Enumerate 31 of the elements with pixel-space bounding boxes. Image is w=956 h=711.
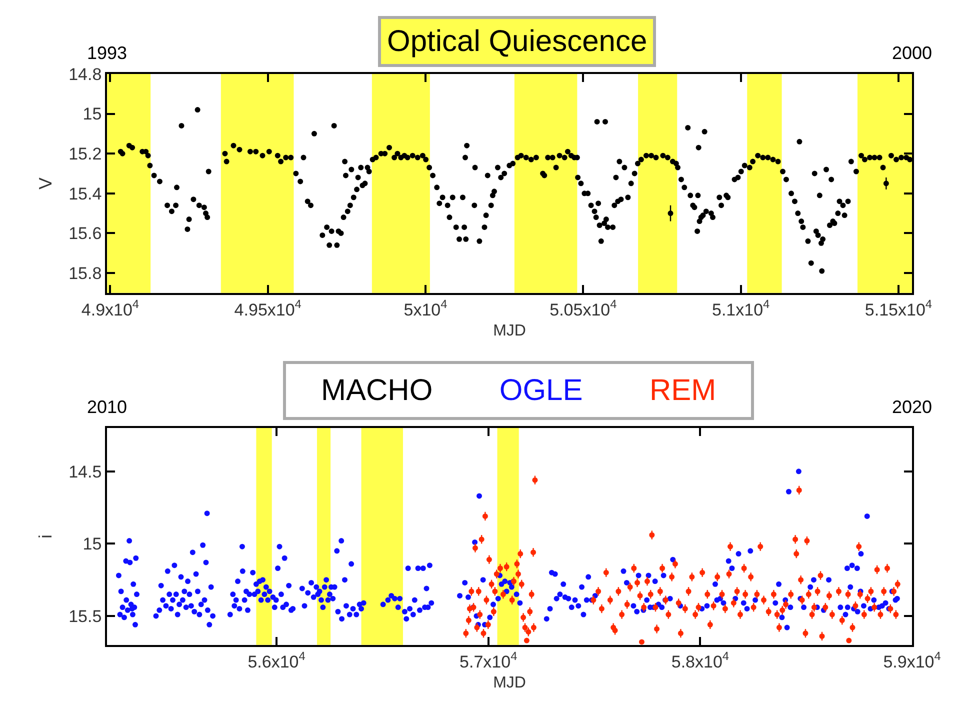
text: 2000 — [892, 43, 932, 63]
y-tick-label: 15.6 — [68, 224, 102, 244]
y-tick-label: 15.2 — [68, 144, 102, 164]
y-tick-label: 14.5 — [68, 462, 102, 482]
text: 2010 — [87, 397, 128, 417]
x-axis-title: MJD — [493, 322, 526, 340]
y-tick-label: 15 — [82, 104, 102, 124]
x-tick-label: 5.15x10$^{4}$ — [864, 297, 932, 320]
x-tick-label: 5.7x10$^{4}$ — [460, 649, 518, 672]
text: MACHO — [321, 374, 433, 407]
x-tick-label: 5.1x10$^{4}$ — [712, 297, 770, 320]
x-tick-label: 4.95x10$^{4}$ — [234, 297, 302, 320]
x-tick-label: 5.05x10$^{4}$ — [550, 297, 618, 320]
x-axis-title: MJD — [493, 674, 526, 692]
text: OGLE — [499, 374, 583, 407]
y-tick-label: 15 — [82, 534, 102, 554]
y-tick-label: 15.5 — [68, 606, 102, 626]
x-tick-label: 5.8x10$^{4}$ — [671, 649, 730, 672]
text: REM — [649, 374, 716, 407]
x-tick-label: 5.6x10$^{4}$ — [248, 649, 306, 672]
y-axis-title: V — [35, 177, 56, 190]
y-axis-title: i — [35, 534, 56, 538]
y-tick-label: 15.8 — [68, 264, 102, 283]
x-tick-label: 5.9x10$^{4}$ — [883, 649, 942, 672]
chart-title: Optical Quiescence — [387, 25, 648, 58]
x-tick-label: 5x10$^{4}$ — [404, 297, 448, 320]
y-tick-label: 14.8 — [68, 64, 102, 84]
y-tick-label: 15.4 — [68, 184, 102, 204]
x-tick-label: 4.9x10$^{4}$ — [81, 297, 140, 320]
text: 1993 — [87, 43, 128, 63]
text: 2020 — [892, 397, 932, 417]
